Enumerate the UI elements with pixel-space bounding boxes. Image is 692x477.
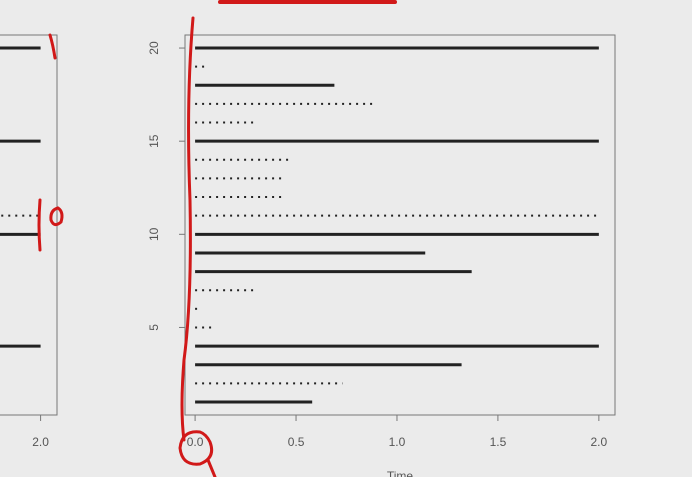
x-tick-label: 2.0: [32, 435, 49, 449]
y-tick-label: 15: [147, 134, 161, 148]
x-axis-label: Time: [387, 469, 414, 477]
x-tick-label: 1.0: [389, 435, 406, 449]
charts: 2.0 0.0 0.5 1.0 1.5 2.0 5 10 15 20 Time: [0, 34, 616, 477]
annotation-stroke: [48, 33, 57, 60]
x-tick-label: 2.0: [591, 435, 608, 449]
annotation-stroke: [37, 198, 42, 252]
y-tick-label: 5: [147, 324, 161, 331]
plot-box: [184, 34, 616, 416]
annotations: [37, 0, 397, 477]
x-tick-label: 1.5: [490, 435, 507, 449]
y-tick-label: 20: [147, 41, 161, 55]
chart: 0.0 0.5 1.0 1.5 2.0 5 10 15 20 Time: [147, 34, 616, 477]
annotation-stroke: [178, 430, 217, 477]
y-tick-label: 10: [147, 227, 161, 241]
x-tick-label: 0.0: [187, 435, 204, 449]
annotation-stroke: [49, 206, 64, 227]
x-tick-label: 0.5: [288, 435, 305, 449]
annotation-stroke: [180, 16, 195, 442]
